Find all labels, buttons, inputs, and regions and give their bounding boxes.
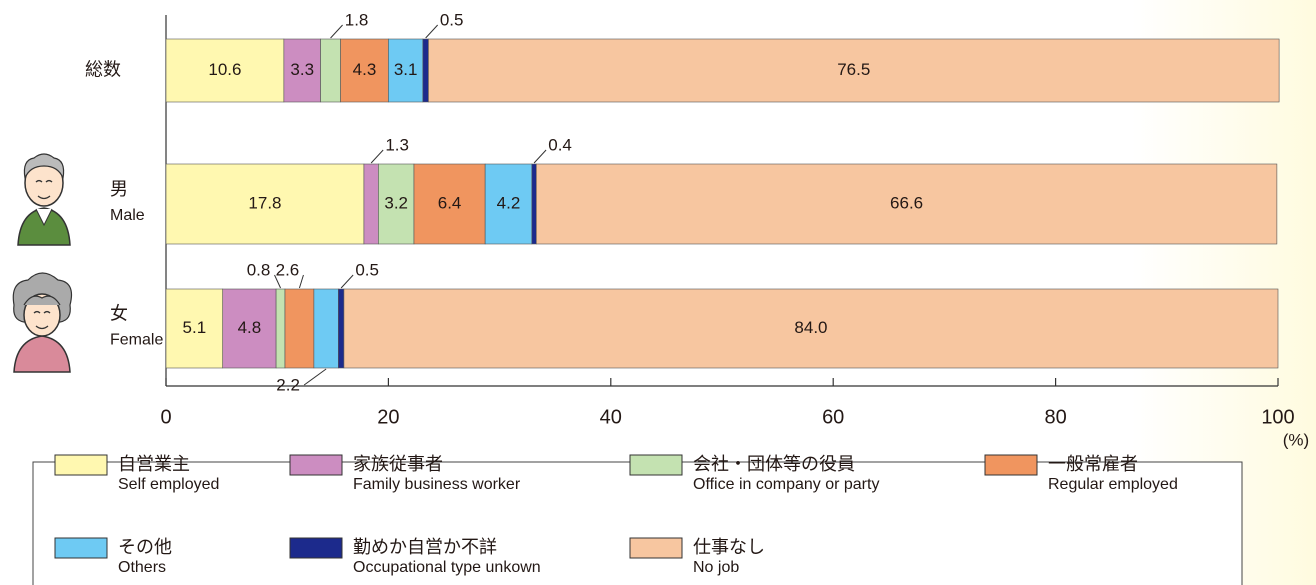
- data-label: 3.3: [290, 60, 314, 79]
- bar-segment: [313, 288, 339, 369]
- data-label: 66.6: [890, 193, 923, 212]
- legend-label: 家族従事者: [353, 454, 443, 474]
- category-label: 総数: [85, 59, 121, 79]
- legend-label: 勤めか自営か不詳: [353, 537, 497, 557]
- legend-swatch: [629, 454, 683, 476]
- leader-line: [274, 274, 281, 289]
- x-tick-label: 0: [160, 406, 171, 428]
- legend-label-en: Occupational type unkown: [353, 559, 541, 576]
- bar-segment: [340, 38, 389, 103]
- legend-swatch: [54, 454, 108, 476]
- bar-segment: [283, 38, 321, 103]
- x-tick-label: 100: [1261, 406, 1294, 428]
- data-label: 17.8: [248, 193, 281, 212]
- data-label: 0.5: [440, 10, 464, 29]
- data-label: 0.4: [548, 135, 572, 154]
- bar-segment: [338, 288, 345, 369]
- leader-line: [330, 24, 343, 39]
- category-label: Male: [110, 207, 145, 224]
- bar-segment: [165, 288, 224, 369]
- legend-label-en: Self employed: [118, 476, 219, 493]
- data-label: 2.2: [276, 375, 300, 394]
- x-unit-label: (%): [1283, 430, 1309, 449]
- x-tick-label: 60: [822, 406, 844, 428]
- bar-segment: [320, 38, 341, 103]
- data-label: 4.2: [497, 193, 521, 212]
- data-label: 4.8: [238, 318, 262, 337]
- leader-line: [340, 274, 354, 289]
- legend-label-en: Regular employed: [1048, 476, 1178, 493]
- data-label: 1.8: [345, 10, 369, 29]
- data-label: 76.5: [837, 60, 870, 79]
- data-label: 3.2: [384, 193, 408, 212]
- legend-label: 自営業主: [118, 454, 190, 474]
- legend-label-en: Family business worker: [353, 476, 521, 493]
- data-label: 5.1: [183, 318, 207, 337]
- legend-label: その他: [118, 537, 172, 557]
- bar-segment: [428, 38, 1280, 103]
- data-label: 0.8: [247, 260, 271, 279]
- x-tick-label: 80: [1044, 406, 1066, 428]
- data-label: 84.0: [794, 318, 827, 337]
- leader-line: [425, 24, 439, 39]
- x-tick-label: 40: [600, 406, 622, 428]
- bar-segment: [165, 163, 365, 245]
- legend-swatch: [54, 537, 108, 559]
- female-icon: [12, 272, 73, 373]
- legend-swatch: [289, 537, 343, 559]
- category-label: 男: [110, 179, 128, 199]
- data-label: 3.1: [394, 60, 418, 79]
- legend-label-en: No job: [693, 559, 739, 576]
- legend-label: 仕事なし: [693, 537, 765, 557]
- data-label: 6.4: [438, 193, 462, 212]
- leader-line: [533, 149, 547, 164]
- bar-segment: [422, 38, 429, 103]
- data-label: 4.3: [353, 60, 377, 79]
- bar-segment: [388, 38, 424, 103]
- category-label: Female: [110, 332, 163, 349]
- x-tick-label: 20: [377, 406, 399, 428]
- leader-line: [298, 274, 304, 289]
- legend-swatch: [629, 537, 683, 559]
- legend-swatch: [984, 454, 1038, 476]
- data-label: 10.6: [208, 60, 241, 79]
- bar-segment: [284, 288, 315, 369]
- bar-segment: [275, 288, 286, 369]
- legend-box: [32, 461, 1243, 585]
- legend-label: 一般常雇者: [1048, 454, 1138, 474]
- data-label: 1.3: [385, 135, 409, 154]
- bar-segment: [363, 163, 379, 245]
- leader-line: [303, 368, 327, 386]
- legend-label-en: Office in company or party: [693, 476, 879, 493]
- bar-segment: [535, 163, 1278, 245]
- bar-segment: [222, 288, 277, 369]
- bar-segment: [531, 163, 537, 245]
- data-label: 0.5: [355, 260, 379, 279]
- leader-line: [370, 149, 384, 164]
- bar-segment: [343, 288, 1279, 369]
- bar-segment: [378, 163, 415, 245]
- bar-segment: [413, 163, 486, 245]
- legend-label: 会社・団体等の役員: [693, 454, 855, 474]
- category-label: 女: [110, 303, 128, 323]
- male-icon: [17, 153, 71, 246]
- legend-swatch: [289, 454, 343, 476]
- bar-segment: [165, 38, 285, 103]
- data-label: 2.6: [276, 260, 300, 279]
- legend-label-en: Others: [118, 559, 166, 576]
